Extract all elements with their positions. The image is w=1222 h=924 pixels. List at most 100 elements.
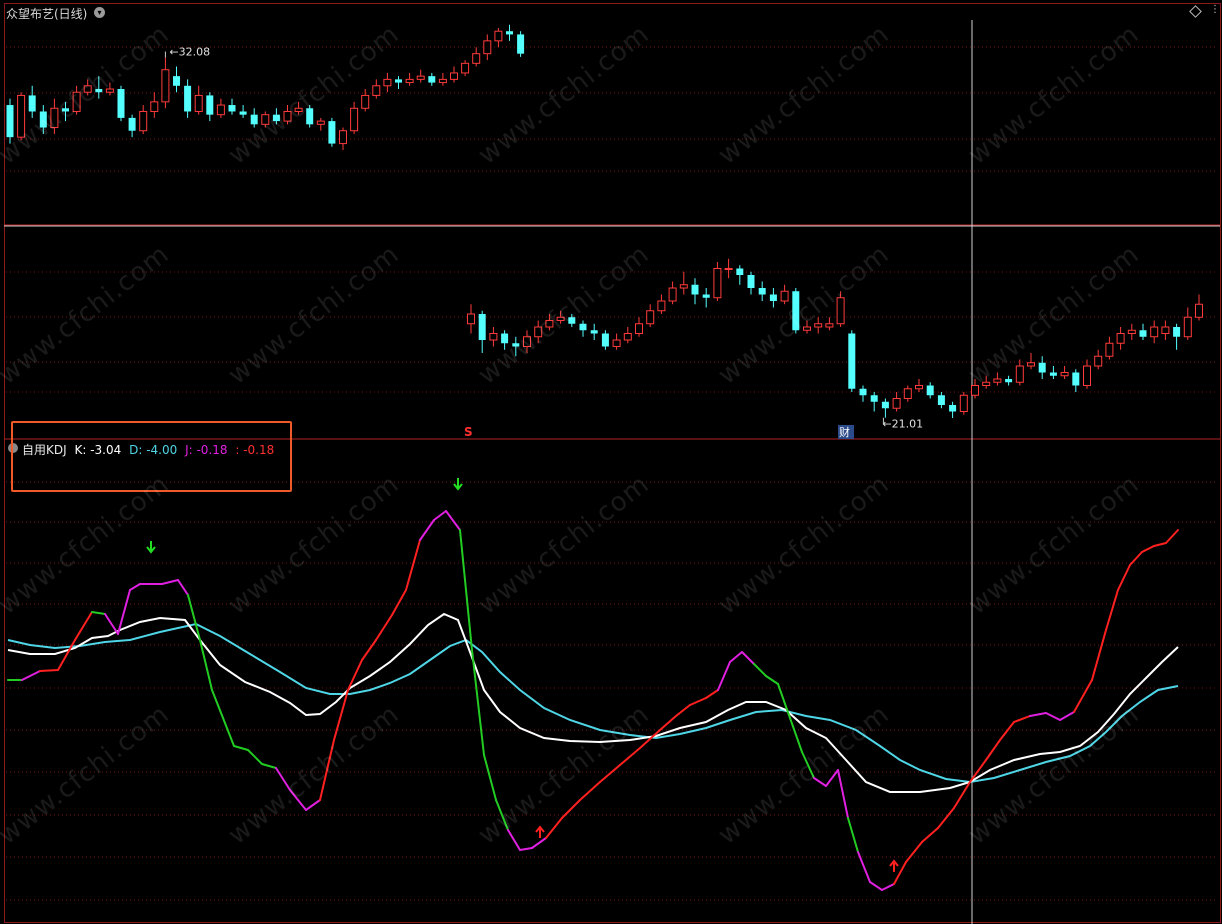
kdj-j-segment [1059, 711, 1075, 721]
kdj-j-segment [869, 881, 883, 891]
kdj-j-segment [1013, 715, 1031, 723]
kdj-j-segment [1129, 551, 1143, 566]
candle-body [294, 107, 303, 112]
kdj-j-segment [619, 747, 641, 766]
kdj-j-segment [937, 807, 955, 829]
candle-body [361, 94, 370, 109]
kdj-j-segment [391, 589, 407, 616]
candle-body [926, 385, 934, 396]
kdj-j-segment [789, 717, 803, 753]
finance-badge [838, 425, 854, 439]
candle-body [691, 284, 699, 295]
kdj-j-segment [405, 539, 421, 591]
kdj-j-segment [893, 861, 907, 885]
candle-body [17, 94, 26, 138]
kdj-j-segment [545, 817, 563, 839]
candle-body [545, 320, 554, 328]
candle-body [517, 34, 525, 54]
candle-body [1105, 342, 1114, 357]
candle-body [982, 381, 991, 386]
kdj-j-segment [905, 841, 923, 863]
candle-body [657, 300, 666, 312]
candle-body [206, 95, 214, 115]
chevron-down-icon[interactable]: ▾ [94, 7, 105, 18]
kdj-j-segment [659, 715, 677, 731]
candle-body [1094, 355, 1103, 367]
candle-body [623, 333, 632, 341]
candle-body [83, 85, 92, 93]
kdj-k-line [7, 612, 1179, 793]
candle-body [612, 339, 621, 347]
candle-body [1195, 303, 1203, 318]
candle-body [848, 333, 856, 389]
candle-body [416, 75, 425, 80]
indicator-name: 自用KDJ [22, 443, 67, 457]
candle-body [679, 284, 688, 289]
candle-body [937, 395, 945, 405]
signal-s-label: S [464, 425, 473, 439]
candle-body [72, 91, 81, 112]
kdj-j-segment [1165, 529, 1179, 544]
candle-body [478, 314, 486, 340]
indicator-settings-icon[interactable] [8, 443, 18, 453]
candle-body [216, 104, 225, 116]
kdj-j-segment [825, 769, 839, 787]
candle-body [250, 114, 258, 125]
j-value: J: -0.18 [185, 443, 228, 457]
kdj-j-segment [857, 851, 871, 883]
kdj-j-segment [333, 689, 349, 741]
candle-body [1049, 372, 1057, 376]
kdj-j-segment [579, 781, 601, 801]
candle-body [713, 268, 722, 299]
candle-body [814, 323, 823, 328]
candle-body [39, 111, 47, 128]
candle-body [881, 401, 889, 409]
scroll-handle-icon[interactable]: ⋮ [1210, 4, 1220, 15]
candle-body [1015, 365, 1024, 383]
k-value: K: -3.04 [74, 443, 122, 457]
kdj-j-segment [705, 689, 719, 699]
candle-body [161, 69, 170, 103]
kdj-j-segment [275, 767, 291, 791]
kdj-j-segment [531, 837, 547, 849]
kdj-legend: 自用KDJ K: -3.04 D: -4.00 J: -0.18 : -0.18 [22, 441, 274, 458]
candle-body [792, 291, 800, 331]
candle-body [405, 78, 414, 84]
candle-body [949, 405, 957, 412]
stock-title: 众望布艺(日线) [6, 7, 88, 21]
candle-body [1183, 316, 1192, 338]
kdj-j-segment [433, 510, 447, 521]
candle-body [1173, 327, 1181, 337]
candle-body [184, 85, 192, 112]
candle-body [803, 326, 811, 331]
candle-body [1038, 362, 1046, 373]
kdj-j-segment [921, 827, 939, 843]
candle-body [339, 130, 347, 145]
kdj-j-segment [741, 651, 755, 665]
kdj-j-segment [74, 611, 93, 641]
candle-body [836, 297, 845, 325]
candle-body [1072, 372, 1080, 386]
d-value: D: -4.00 [129, 443, 178, 457]
kdj-d-line [7, 622, 1179, 784]
candle-body [702, 294, 710, 298]
high-price-label: ←32.08 [169, 46, 210, 59]
kdj-j-segment [753, 663, 767, 677]
candle-body [428, 76, 436, 83]
candle-body [395, 79, 402, 83]
kdj-j-segment [247, 749, 263, 765]
candle-body [105, 88, 114, 93]
candle-body [724, 268, 733, 270]
candle-body [568, 317, 576, 324]
candle-body [494, 30, 503, 42]
candle-body [306, 108, 314, 125]
chart-frame [4, 3, 1221, 923]
kdj-j-segment [319, 739, 335, 801]
candle-body [50, 107, 59, 129]
kdj-j-segment [419, 519, 435, 541]
kdj-j-segment [729, 651, 743, 663]
kdj-j-segment [561, 799, 581, 819]
finance-label: 财 [839, 425, 850, 439]
kdj-j-segment [507, 829, 521, 851]
